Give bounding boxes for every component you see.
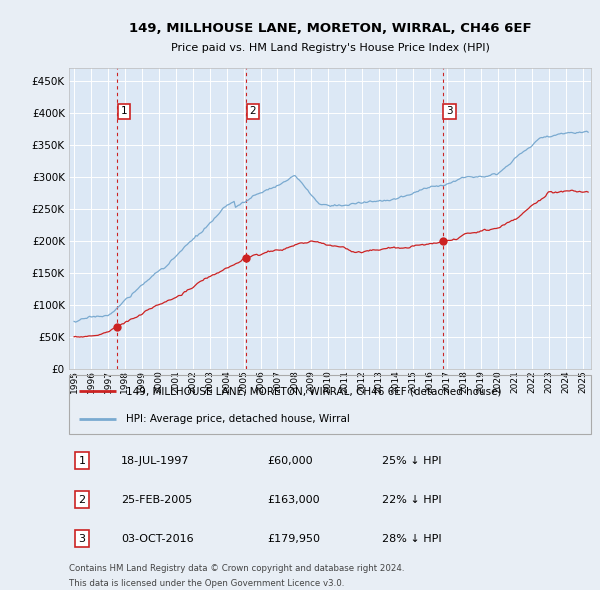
Text: 25-FEB-2005: 25-FEB-2005 [121, 495, 193, 504]
Text: 149, MILLHOUSE LANE, MORETON, WIRRAL, CH46 6EF: 149, MILLHOUSE LANE, MORETON, WIRRAL, CH… [128, 22, 532, 35]
Text: 1: 1 [121, 106, 127, 116]
Text: 149, MILLHOUSE LANE, MORETON, WIRRAL, CH46 6EF (detached house): 149, MILLHOUSE LANE, MORETON, WIRRAL, CH… [127, 386, 502, 396]
Text: £179,950: £179,950 [268, 534, 320, 543]
Text: HPI: Average price, detached house, Wirral: HPI: Average price, detached house, Wirr… [127, 414, 350, 424]
Text: 3: 3 [446, 106, 453, 116]
Text: 2: 2 [79, 495, 86, 504]
Text: Price paid vs. HM Land Registry's House Price Index (HPI): Price paid vs. HM Land Registry's House … [170, 44, 490, 53]
Text: 28% ↓ HPI: 28% ↓ HPI [382, 534, 442, 543]
Text: 18-JUL-1997: 18-JUL-1997 [121, 456, 190, 466]
Text: 1: 1 [79, 456, 86, 466]
Text: This data is licensed under the Open Government Licence v3.0.: This data is licensed under the Open Gov… [69, 579, 344, 588]
Text: 25% ↓ HPI: 25% ↓ HPI [382, 456, 442, 466]
Text: £60,000: £60,000 [268, 456, 313, 466]
Text: £163,000: £163,000 [268, 495, 320, 504]
Text: 22% ↓ HPI: 22% ↓ HPI [382, 495, 442, 504]
Text: 2: 2 [250, 106, 256, 116]
Text: Contains HM Land Registry data © Crown copyright and database right 2024.: Contains HM Land Registry data © Crown c… [69, 565, 404, 573]
Text: 3: 3 [79, 534, 86, 543]
Text: 03-OCT-2016: 03-OCT-2016 [121, 534, 194, 543]
